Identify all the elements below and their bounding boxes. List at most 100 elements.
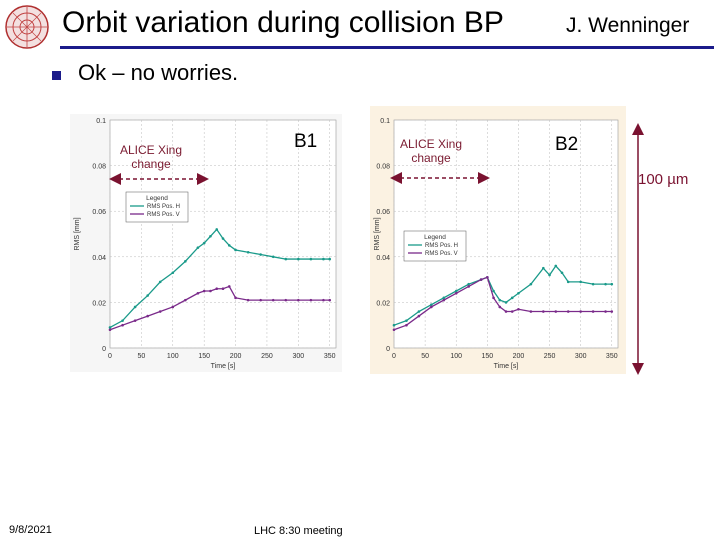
- y-tick-label: 0.04: [376, 255, 390, 262]
- data-point: [430, 303, 433, 306]
- series-line: [393, 276, 612, 331]
- y-axis-label: RMS [mm]: [374, 217, 381, 250]
- legend-entry: RMS Pos. H: [425, 243, 458, 249]
- data-point: [322, 298, 325, 302]
- alice-xing-label-b1: ALICE Xing change: [120, 143, 182, 171]
- data-point: [510, 310, 514, 313]
- data-point: [529, 310, 533, 313]
- title-underline: [60, 46, 714, 49]
- data-point: [417, 310, 421, 313]
- y-tick-label: 0.02: [92, 300, 106, 307]
- x-tick-label: 100: [167, 353, 179, 360]
- legend-title: Legend: [146, 195, 168, 202]
- data-point: [579, 310, 582, 313]
- data-point: [259, 253, 262, 256]
- data-point: [171, 271, 175, 275]
- data-point: [146, 294, 149, 297]
- data-point: [454, 289, 458, 293]
- data-point: [196, 246, 200, 249]
- data-point: [121, 323, 124, 327]
- data-point: [271, 298, 275, 302]
- data-point: [392, 328, 396, 332]
- bullet-text: Ok – no worries.: [78, 60, 239, 85]
- data-point: [492, 296, 495, 300]
- data-point: [510, 296, 514, 300]
- beam2-label: B2: [555, 134, 579, 155]
- data-point: [591, 310, 595, 313]
- y-tick-label: 0.08: [376, 164, 390, 171]
- data-point: [297, 257, 300, 261]
- alice-xing-line2: change: [411, 151, 451, 165]
- chart-b2: 0 0.02 0.04 0.06 0.08 0.1 0 50 100 150 200 250 300 35…: [374, 118, 619, 370]
- x-tick-label: 200: [513, 353, 525, 360]
- alice-xing-label-b2: ALICE Xing change: [400, 137, 462, 165]
- x-tick-label: 50: [137, 353, 145, 360]
- alice-xing-line2: change: [131, 157, 171, 171]
- data-point: [454, 291, 458, 295]
- data-point: [504, 310, 508, 313]
- data-point: [591, 282, 595, 286]
- data-point: [297, 298, 300, 302]
- data-point: [467, 285, 470, 288]
- data-point: [209, 289, 212, 293]
- data-point: [108, 326, 112, 329]
- x-tick-label: 50: [421, 353, 429, 360]
- data-point: [227, 285, 231, 288]
- data-point: [202, 241, 206, 245]
- x-tick-label: 100: [450, 353, 462, 360]
- data-point: [133, 319, 137, 322]
- x-tick-label: 250: [261, 353, 273, 360]
- data-point: [442, 298, 446, 302]
- y-tick-label: 0.08: [92, 164, 106, 171]
- x-tick-label: 300: [575, 353, 587, 360]
- data-point: [309, 298, 313, 302]
- data-point: [542, 266, 545, 270]
- y-tick-label: 0.1: [380, 118, 390, 125]
- data-point: [566, 280, 570, 284]
- y-axis-label: RMS [mm]: [74, 217, 81, 250]
- y-tick-label: 0.06: [376, 209, 390, 216]
- chart-panel-b1: 0 0.02 0.04 0.06 0.08 0.1 0 50 100 150 200 250 300 35…: [70, 114, 342, 372]
- y-tick-label: 0.1: [96, 118, 106, 125]
- data-point: [405, 319, 408, 322]
- x-tick-label: 150: [198, 353, 210, 360]
- data-point: [430, 305, 433, 309]
- data-point: [108, 328, 112, 332]
- data-point: [328, 257, 332, 261]
- legend-entry: RMS Pos. V: [425, 251, 458, 257]
- x-tick-label: 150: [481, 353, 493, 360]
- author-name: J. Wenninger: [566, 14, 690, 37]
- y-tick-label: 0: [386, 346, 390, 353]
- x-tick-label: 350: [606, 353, 618, 360]
- data-point: [215, 228, 219, 231]
- data-point: [158, 310, 162, 313]
- data-point: [246, 250, 250, 254]
- legend-title: Legend: [424, 234, 446, 241]
- data-point: [492, 289, 495, 293]
- data-point: [234, 248, 237, 252]
- data-point: [209, 234, 212, 238]
- data-point: [271, 255, 275, 259]
- data-point: [284, 298, 288, 302]
- y-tick-label: 0.02: [376, 300, 390, 307]
- data-point: [227, 244, 231, 247]
- data-point: [479, 278, 483, 281]
- data-point: [184, 298, 187, 302]
- data-point: [196, 291, 200, 295]
- data-point: [392, 323, 396, 327]
- data-point: [202, 289, 206, 293]
- data-point: [604, 282, 607, 286]
- data-point: [221, 287, 225, 291]
- series-line: [109, 228, 330, 329]
- data-point: [529, 282, 533, 286]
- data-point: [405, 323, 408, 327]
- x-axis-label: Time [s]: [494, 363, 519, 370]
- data-point: [221, 237, 225, 240]
- data-point: [560, 271, 564, 275]
- data-point: [517, 307, 520, 311]
- y-tick-label: 0.04: [92, 255, 106, 262]
- data-point: [486, 276, 489, 279]
- data-point: [309, 257, 313, 261]
- x-tick-label: 250: [544, 353, 556, 360]
